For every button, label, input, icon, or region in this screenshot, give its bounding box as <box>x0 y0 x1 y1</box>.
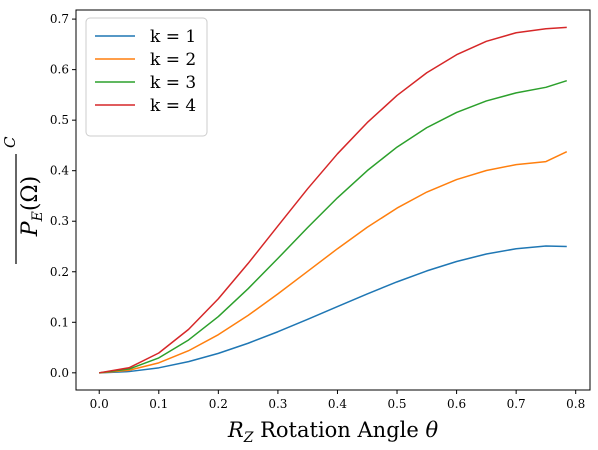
y-tick-label: 0.3 <box>50 214 69 228</box>
series-line-k4 <box>99 26 567 374</box>
x-axis-label: RZ Rotation Angle θ <box>227 418 439 446</box>
y-tick-label: 0.7 <box>50 12 69 26</box>
y-axis-label: PE(Ω) C <box>1 136 46 264</box>
x-tick-label: 0.5 <box>387 397 406 411</box>
y-tick-label: 0.5 <box>50 113 69 127</box>
legend-label-k1: k = 1 <box>150 27 196 47</box>
y-tick-label: 0.0 <box>50 366 69 380</box>
series-layer <box>99 26 568 374</box>
y-tick-label: 0.2 <box>50 265 69 279</box>
legend: k = 1 k = 2 k = 3 k = 4 <box>85 17 208 137</box>
x-tick-label: 0.0 <box>90 397 109 411</box>
y-tick-label: 0.4 <box>50 164 69 178</box>
y-tick-label: 0.1 <box>50 315 69 329</box>
legend-label-k4: k = 4 <box>150 96 196 116</box>
legend-label-k2: k = 2 <box>150 50 196 70</box>
y-tick-label: 0.6 <box>50 63 69 77</box>
legend-box <box>85 17 208 137</box>
x-tick-label: 0.8 <box>566 397 585 411</box>
ticks-layer: 0.0 0.1 0.2 0.3 0.4 0.5 0.6 0.7 0.8 0.0 0.1 0.2 0.3 0… <box>50 12 585 411</box>
y-label-superscript: C <box>1 136 19 148</box>
x-tick-label: 0.3 <box>268 397 287 411</box>
svg-text:PE(Ω): PE(Ω) <box>18 176 46 237</box>
series-line-k3 <box>99 79 567 374</box>
series-line-k2 <box>99 151 568 374</box>
x-tick-label: 0.4 <box>328 397 347 411</box>
x-tick-label: 0.2 <box>209 397 228 411</box>
legend-label-k3: k = 3 <box>150 73 196 93</box>
x-tick-label: 0.1 <box>149 397 168 411</box>
x-tick-label: 0.6 <box>447 397 466 411</box>
plot-frame <box>75 9 591 391</box>
series-line-k1 <box>99 245 567 374</box>
x-tick-label: 0.7 <box>507 397 526 411</box>
